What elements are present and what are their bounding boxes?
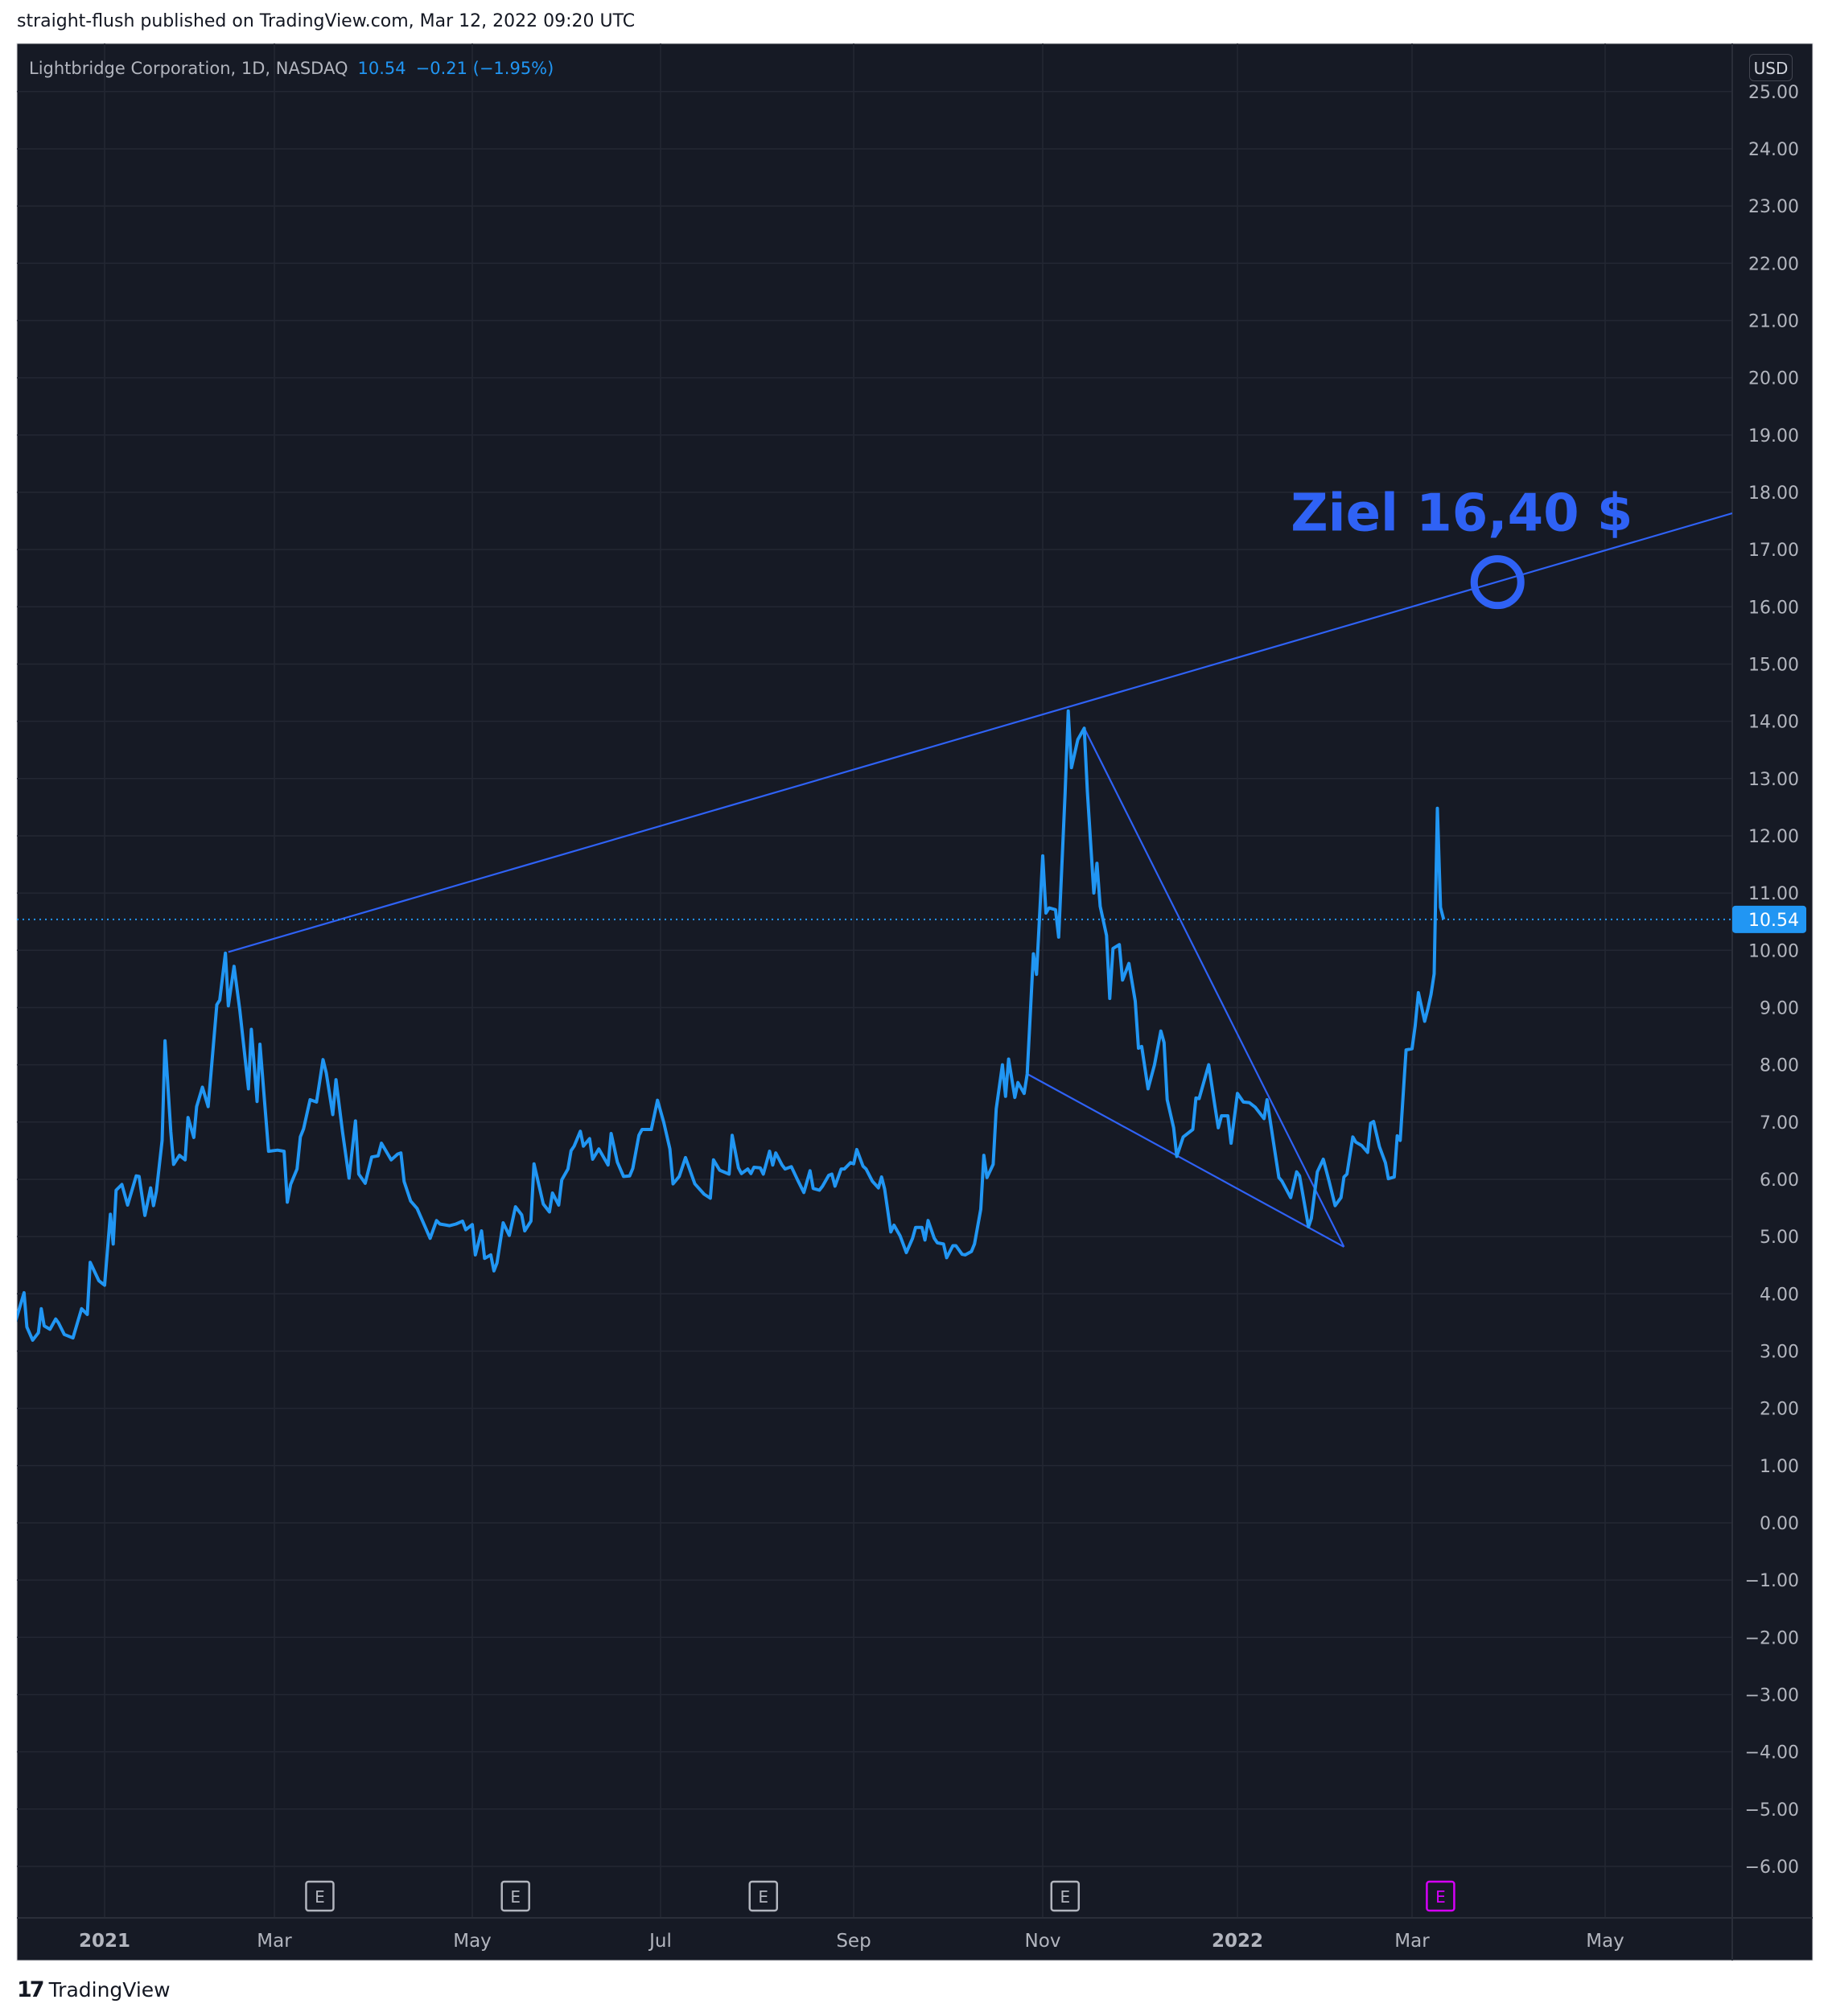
axes <box>17 43 1813 1960</box>
x-tick-label: Mar <box>257 1931 292 1952</box>
y-tick-label: 21.00 <box>1748 311 1799 331</box>
earnings-marker[interactable]: E <box>1050 1880 1081 1912</box>
target-circle[interactable] <box>1470 555 1525 610</box>
symbol-legend[interactable]: Lightbridge Corporation, 1D, NASDAQ 10.54… <box>29 59 554 78</box>
publish-note: straight-flush published on TradingView.… <box>17 11 636 31</box>
y-tick-label: 25.00 <box>1748 83 1799 103</box>
earnings-marker[interactable]: E <box>305 1880 335 1912</box>
y-tick-label: 24.00 <box>1748 140 1799 160</box>
y-tick-label: 0.00 <box>1760 1514 1799 1534</box>
price-change: −0.21 (−1.95%) <box>415 59 554 78</box>
y-tick-label: 3.00 <box>1760 1342 1799 1362</box>
last-price-badge <box>1732 905 1806 933</box>
last-price: 10.54 <box>357 59 406 78</box>
y-tick-label: 5.00 <box>1760 1228 1799 1248</box>
y-tick-label: −2.00 <box>1745 1628 1799 1648</box>
wedge-lower-line[interactable] <box>1027 1073 1344 1248</box>
currency-button[interactable]: USD <box>1749 54 1793 81</box>
earnings-marker[interactable]: E <box>500 1880 530 1912</box>
x-tick-label: Nov <box>1025 1931 1061 1952</box>
earnings-icon[interactable] <box>305 1880 335 1912</box>
last-price-label: 10.54 <box>1748 911 1799 931</box>
x-tick-label: 2021 <box>79 1931 130 1952</box>
y-tick-label: 1.00 <box>1760 1457 1799 1477</box>
y-tick-label: 10.00 <box>1748 941 1799 961</box>
y-tick-label: 14.00 <box>1748 713 1799 733</box>
y-tick-label: −6.00 <box>1745 1858 1799 1878</box>
symbol-title: Lightbridge Corporation, 1D, NASDAQ <box>29 59 348 78</box>
x-tick-label: Mar <box>1394 1931 1430 1952</box>
y-tick-label: −3.00 <box>1745 1685 1799 1705</box>
y-tick-label: 8.00 <box>1760 1056 1799 1076</box>
y-tick-label: 22.00 <box>1748 254 1799 274</box>
earnings-marker[interactable]: E <box>748 1880 778 1912</box>
y-tick-label: −5.00 <box>1745 1800 1799 1821</box>
chart-background <box>16 43 1814 1961</box>
x-tick-label: 2022 <box>1212 1931 1263 1952</box>
y-tick-label: 13.00 <box>1748 770 1799 790</box>
x-tick-label: May <box>453 1931 492 1952</box>
earnings-icon[interactable] <box>500 1880 530 1912</box>
grid <box>17 43 1732 1918</box>
earnings-icon[interactable] <box>748 1880 778 1912</box>
y-tick-label: 20.00 <box>1748 369 1799 389</box>
series <box>17 709 1732 1342</box>
y-tick-label: −1.00 <box>1745 1571 1799 1591</box>
y-tick-label: 16.00 <box>1748 598 1799 618</box>
axis-labels: 25.00 24.00 23.00 22.00 21.00 20.00 19.00 18.00… <box>79 83 1806 1952</box>
drawings[interactable]: Ziel 16,40 $ <box>228 484 1732 1248</box>
trendline-upper[interactable] <box>228 512 1732 953</box>
earnings-label: E <box>758 1887 768 1907</box>
y-tick-label: 6.00 <box>1760 1171 1799 1191</box>
tradingview-logo-icon: 17 <box>17 1977 45 2002</box>
y-tick-label: 23.00 <box>1748 197 1799 217</box>
x-tick-label: May <box>1586 1931 1624 1952</box>
x-tick-label: Sep <box>836 1931 871 1952</box>
y-tick-label: 4.00 <box>1760 1285 1799 1305</box>
earnings-icon[interactable] <box>1050 1880 1081 1912</box>
y-tick-label: 15.00 <box>1748 655 1799 675</box>
target-text[interactable]: Ziel 16,40 $ <box>1291 484 1632 544</box>
y-tick-label: 18.00 <box>1748 483 1799 504</box>
y-tick-label: −4.00 <box>1745 1743 1799 1763</box>
y-tick-label: 19.00 <box>1748 426 1799 446</box>
y-tick-label: 11.00 <box>1748 884 1799 904</box>
y-tick-label: 7.00 <box>1760 1113 1799 1133</box>
footer: 17 TradingView <box>17 1977 171 2002</box>
y-tick-label: 17.00 <box>1748 541 1799 561</box>
y-tick-label: 12.00 <box>1748 827 1799 847</box>
earnings-marker[interactable]: E <box>1426 1880 1455 1912</box>
earnings-label: E <box>1435 1887 1446 1907</box>
x-tick-label: Jul <box>648 1931 672 1952</box>
wedge-upper-line[interactable] <box>1083 727 1345 1248</box>
y-tick-label: 2.00 <box>1760 1400 1799 1420</box>
y-tick-label: 9.00 <box>1760 998 1799 1018</box>
earnings-icon[interactable] <box>1426 1880 1455 1912</box>
earnings-label: E <box>315 1887 325 1907</box>
earnings-label: E <box>1060 1887 1070 1907</box>
price-line <box>17 709 1446 1342</box>
brand-name: TradingView <box>48 1978 171 2002</box>
earnings-label: E <box>510 1887 521 1907</box>
